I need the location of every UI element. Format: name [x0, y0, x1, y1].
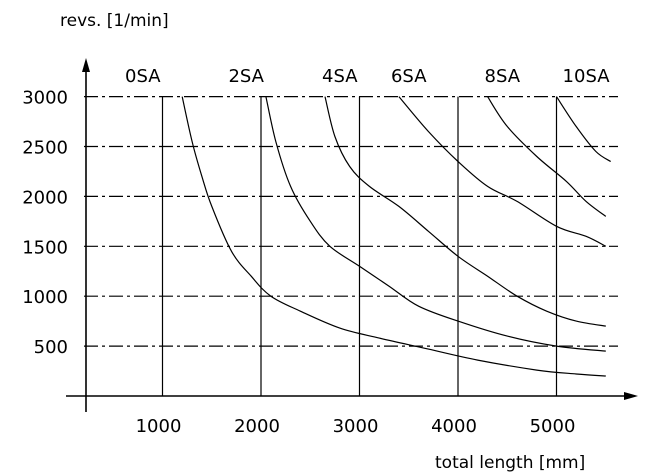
y-axis-label: revs. [1/min] — [60, 11, 169, 31]
y-tick-label: 1000 — [22, 287, 68, 308]
series-curves — [181, 96, 612, 377]
x-axis-label: total length [mm] — [435, 453, 585, 472]
axis-layer — [66, 58, 638, 412]
y-tick-label: 500 — [34, 337, 68, 358]
x-tick-label: 5000 — [530, 416, 576, 437]
x-axis-arrow — [624, 392, 638, 400]
series-curve-8sa — [398, 96, 607, 247]
series-label-8sa: 8SA — [485, 66, 521, 87]
series-curve-10sa — [487, 96, 607, 217]
x-tick-label: 4000 — [431, 416, 477, 437]
x-tick-label: 2000 — [234, 416, 280, 437]
y-tick-label: 1500 — [22, 237, 68, 258]
series-curve-4sa — [265, 96, 606, 352]
series-labels: 0SA 2SA 4SA 6SA 8SA 10SA — [125, 66, 610, 87]
y-tick-label: 3000 — [22, 88, 68, 109]
series-label-0sa: 0SA — [125, 66, 161, 87]
series-label-6sa: 6SA — [391, 66, 427, 87]
series-curve-6sa — [324, 96, 606, 327]
grid-layer — [84, 95, 618, 396]
y-axis-arrow — [82, 58, 90, 72]
y-tick-label: 2500 — [22, 138, 68, 159]
series-curve-2sa — [181, 96, 606, 377]
y-tick-label: 2000 — [22, 187, 68, 208]
series-label-4sa: 4SA — [322, 66, 358, 87]
tick-labels: 1000 2000 3000 4000 5000 500 1000 1500 2000 2500 3… — [22, 88, 575, 437]
series-label-10sa: 10SA — [563, 66, 611, 87]
x-tick-label: 1000 — [136, 416, 182, 437]
series-label-2sa: 2SA — [228, 66, 264, 87]
x-tick-label: 3000 — [333, 416, 379, 437]
series-curve-unlabeled — [555, 96, 612, 163]
